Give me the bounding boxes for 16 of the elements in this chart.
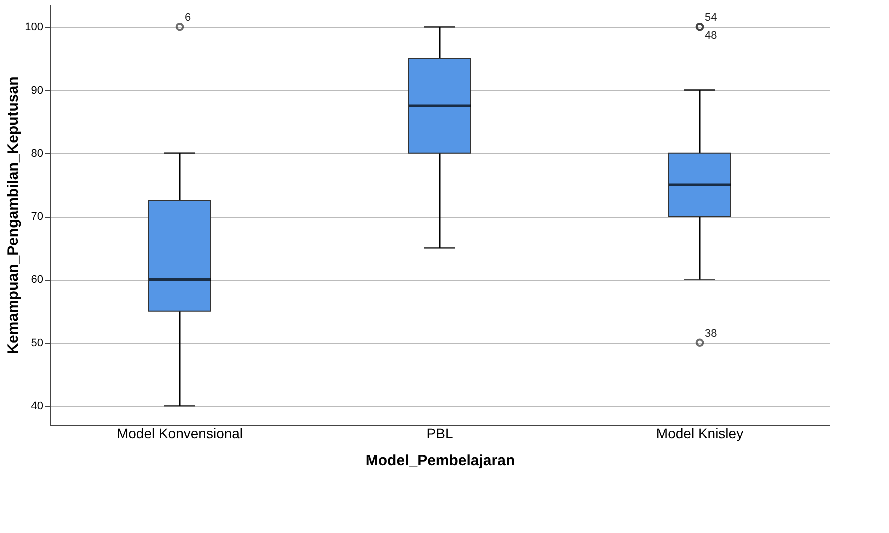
annotation: 6 — [185, 12, 192, 24]
x-tick-label: PBL — [426, 426, 454, 442]
y-tick-label: 40 — [31, 400, 44, 413]
y-tick-label: 90 — [31, 84, 44, 97]
y-axis-title: Kemampuan_Pengambilan_Keputusan — [5, 76, 22, 354]
x-tick-label: Model Knisley — [656, 426, 744, 442]
annotation: 54 — [705, 12, 718, 24]
annotation: 48 — [705, 30, 718, 42]
y-tick-label: 80 — [31, 148, 44, 160]
annotation: 38 — [705, 328, 718, 340]
x-axis-title: Model_Pembelajaran — [366, 452, 516, 470]
y-tick-label: 60 — [31, 274, 44, 286]
x-tick-label: Model Konvensional — [116, 426, 244, 442]
y-tick-label: 100 — [25, 22, 44, 34]
y-tick-label: 70 — [31, 211, 44, 224]
y-tick-label: 50 — [31, 337, 44, 350]
